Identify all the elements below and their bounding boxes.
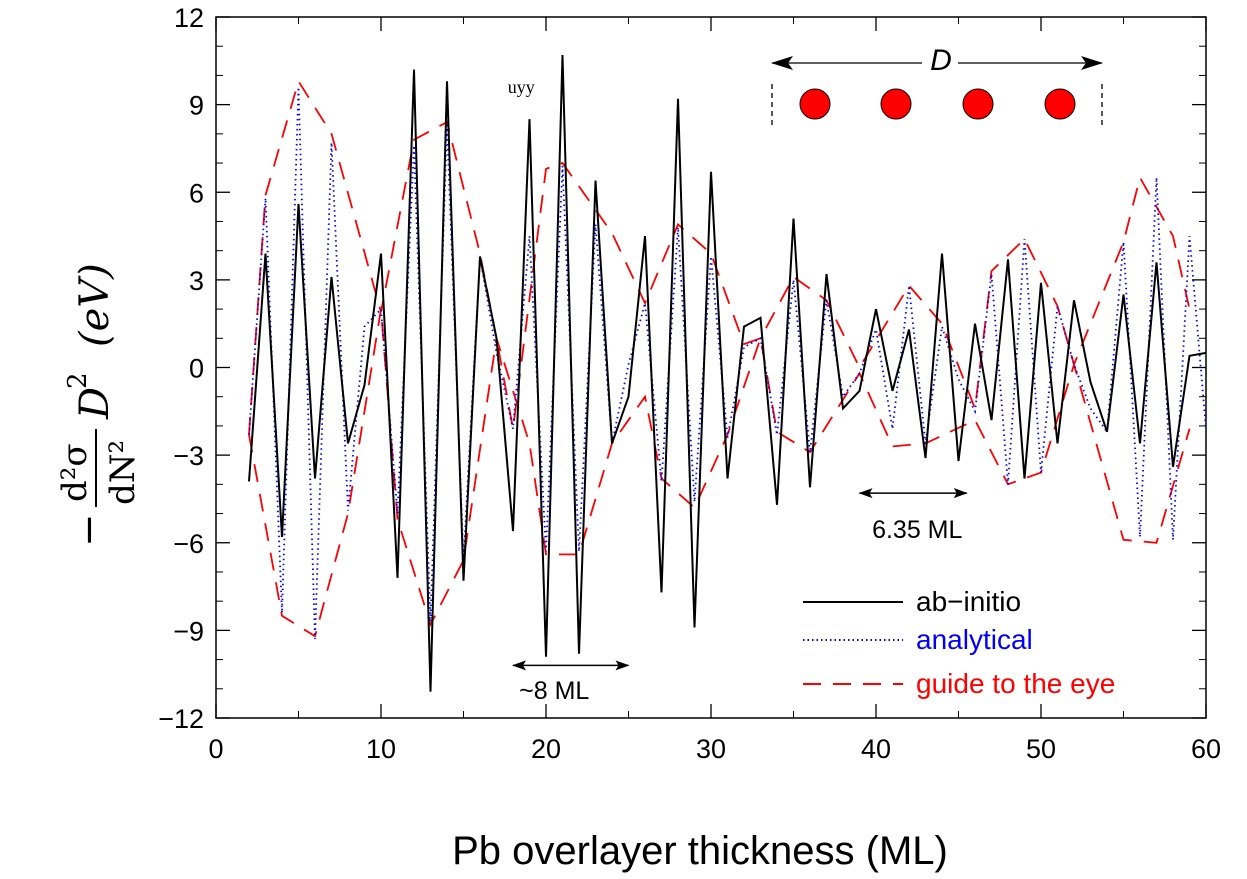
x-tick-label: 50 xyxy=(1026,734,1056,764)
annotation-635ml-label: 6.35 ML xyxy=(872,516,962,544)
y-tick-label: 9 xyxy=(189,91,204,121)
y-tick-label: −12 xyxy=(158,704,204,734)
x-tick-label: 40 xyxy=(861,734,891,764)
legend-label-ab-initio: ab−initio xyxy=(916,586,1021,617)
y-tick-label: 3 xyxy=(189,266,204,296)
legend-label-guide: guide to the eye xyxy=(916,668,1115,699)
y-label-unit: (eV) xyxy=(72,263,118,347)
y-axis-label: − d²σ dN² D 2 (eV) xyxy=(55,263,143,547)
x-axis-label: Pb overlayer thickness (ML) xyxy=(452,829,948,873)
x-tick-label: 30 xyxy=(696,734,726,764)
y-tick-label: −6 xyxy=(173,529,204,559)
x-tick-label: 20 xyxy=(531,734,561,764)
x-tick-label: 10 xyxy=(366,734,396,764)
annotation-uyy-label: uyy xyxy=(508,77,535,97)
annotation-8ml-label: ~8 ML xyxy=(519,677,589,705)
series-group xyxy=(248,54,1207,692)
y-label-denominator: dN² xyxy=(103,440,143,505)
inset-atom xyxy=(1044,88,1076,120)
x-tick-label: 60 xyxy=(1191,734,1221,764)
series-line-dashed-0 xyxy=(248,79,1191,435)
y-tick-label: −3 xyxy=(173,441,204,471)
plot-frame xyxy=(215,16,1207,719)
legend-label-analytical: analytical xyxy=(916,624,1033,655)
series-line-solid xyxy=(248,54,1207,692)
y-tick-label: 0 xyxy=(189,354,204,384)
y-tick-label: −9 xyxy=(173,616,204,646)
inset-atom xyxy=(799,88,831,120)
inset-schematic: D xyxy=(771,44,1103,128)
y-tick-label: 12 xyxy=(174,3,204,33)
x-tick-label: 0 xyxy=(208,734,223,764)
y-label-factor-exp: 2 xyxy=(63,372,93,389)
y-label-factor: D xyxy=(72,387,118,420)
y-tick-label: 6 xyxy=(189,178,204,208)
legend: ab−initio analytical guide to the eye xyxy=(803,586,1115,699)
inset-atom xyxy=(962,88,994,120)
inset-atom xyxy=(880,88,912,120)
y-label-numerator: d²σ xyxy=(55,443,95,502)
inset-d-label: D xyxy=(930,44,952,77)
y-label-prefix: − xyxy=(66,513,112,547)
series-line-dotted xyxy=(248,87,1207,640)
